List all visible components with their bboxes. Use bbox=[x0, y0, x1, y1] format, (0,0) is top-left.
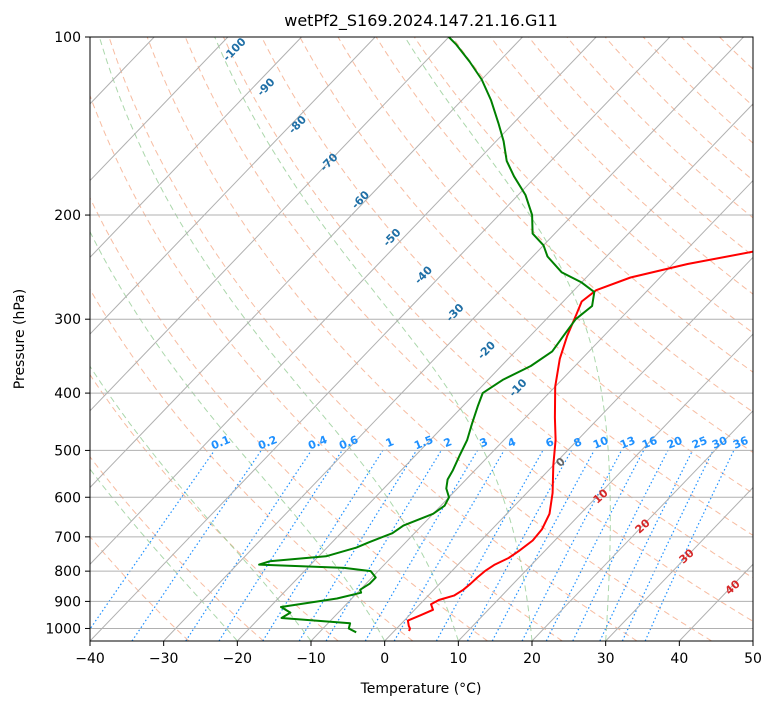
plot-area: -100-90-80-70-60-50-40-30-20-10 0.1 0.2 0.… bbox=[90, 37, 753, 641]
y-tick-label: 700 bbox=[54, 530, 81, 546]
isotherm-line bbox=[90, 37, 523, 489]
x-tick-label: −10 bbox=[296, 651, 326, 667]
isotherm-line bbox=[384, 256, 753, 641]
profile-series bbox=[258, 37, 753, 634]
mixing-ratio-label: 3 bbox=[478, 435, 490, 450]
dry-adiabat bbox=[146, 37, 712, 641]
mixing-ratio-line bbox=[435, 450, 544, 641]
x-tick-label: −40 bbox=[75, 651, 105, 667]
dry-adiabat bbox=[375, 37, 753, 413]
x-tick-label: 50 bbox=[744, 651, 762, 667]
mixing-ratio-line bbox=[131, 450, 262, 641]
dry-adiabat bbox=[413, 37, 753, 373]
moist-adiabat bbox=[90, 468, 238, 641]
isotherm-line bbox=[605, 486, 753, 641]
mixing-ratio-label: 10 bbox=[591, 434, 610, 452]
isobar-gridlines bbox=[90, 37, 753, 629]
dewpoint-line bbox=[258, 37, 596, 634]
mixing-ratio-line bbox=[572, 450, 669, 641]
isotherm-line bbox=[90, 37, 302, 259]
y-tick-label: 900 bbox=[54, 594, 81, 610]
y-tick-label: 100 bbox=[54, 30, 81, 46]
isotherm-line bbox=[163, 37, 744, 641]
x-tick-label: 40 bbox=[670, 651, 688, 667]
x-tick-label: 30 bbox=[597, 651, 615, 667]
mixing-ratio-line bbox=[545, 450, 645, 641]
dry-adiabat bbox=[90, 455, 264, 641]
y-tick-label: 500 bbox=[54, 443, 81, 459]
y-tick-label: 800 bbox=[54, 564, 81, 580]
temperature-line bbox=[406, 250, 753, 632]
dry-adiabat bbox=[184, 37, 753, 622]
isotherm-line bbox=[90, 37, 229, 182]
chart-title: wetPf2_S169.2024.147.21.16.G11 bbox=[284, 11, 558, 31]
isotherm-line bbox=[90, 37, 597, 565]
x-tick-label: 20 bbox=[523, 651, 541, 667]
dry-adiabat bbox=[490, 37, 753, 295]
isotherm-line bbox=[310, 179, 753, 641]
y-tick-label: 1000 bbox=[45, 621, 81, 637]
mixing-ratio-line bbox=[218, 450, 343, 641]
x-tick-label: 0 bbox=[380, 651, 389, 667]
skewed-isotherms bbox=[90, 37, 753, 641]
y-axis-label: Pressure (hPa) bbox=[12, 289, 28, 389]
isotherm-line bbox=[531, 410, 753, 641]
x-tick-label: 10 bbox=[449, 651, 467, 667]
isotherm-line bbox=[90, 37, 671, 641]
y-tick-label: 200 bbox=[54, 208, 81, 224]
moist-adiabat bbox=[404, 37, 611, 641]
isotherm-line bbox=[236, 103, 753, 641]
y-tick-label: 600 bbox=[54, 490, 81, 506]
y-tick-label: 300 bbox=[54, 312, 81, 328]
mixing-ratio-label: 2 bbox=[442, 435, 454, 450]
plot-frame bbox=[89, 36, 754, 642]
moist-adiabat bbox=[90, 230, 386, 641]
mixing-ratio-label: 16 bbox=[640, 434, 659, 452]
x-axis-label: Temperature (°C) bbox=[360, 681, 482, 697]
dry-adiabat bbox=[451, 37, 753, 334]
x-tick-label: −20 bbox=[223, 651, 253, 667]
moist-adiabat bbox=[214, 37, 533, 641]
x-axis: −40 −30 −20 −10 0 10 20 30 40 50 bbox=[75, 641, 762, 667]
mixing-ratio-label: 8 bbox=[572, 435, 584, 450]
isotherm-line bbox=[457, 333, 753, 641]
mixing-ratio-line bbox=[185, 450, 312, 641]
mixing-ratio-label: 36 bbox=[731, 434, 750, 452]
isotherm-line bbox=[90, 37, 450, 412]
y-tick-label: 400 bbox=[54, 386, 81, 402]
mixing-ratio-label: 1 bbox=[384, 435, 396, 450]
mixing-ratio-line bbox=[298, 450, 418, 641]
mixing-ratio-label: 20 bbox=[665, 434, 684, 452]
dry-adiabat bbox=[90, 196, 488, 641]
isotherm-line bbox=[90, 37, 376, 335]
y-axis: 100 200 300 400 500 600 700 800 900 1000 bbox=[45, 30, 90, 637]
mixing-ratio-label: 30 bbox=[710, 434, 729, 452]
mixing-ratio-label: 13 bbox=[618, 434, 637, 452]
dry-adiabat bbox=[108, 37, 638, 641]
mixing-ratio-line bbox=[90, 450, 215, 631]
mixing-ratio-label: 25 bbox=[690, 434, 709, 452]
mixing-ratio-line bbox=[466, 450, 573, 641]
x-tick-label: −30 bbox=[149, 651, 179, 667]
dry-adiabat bbox=[90, 94, 563, 641]
